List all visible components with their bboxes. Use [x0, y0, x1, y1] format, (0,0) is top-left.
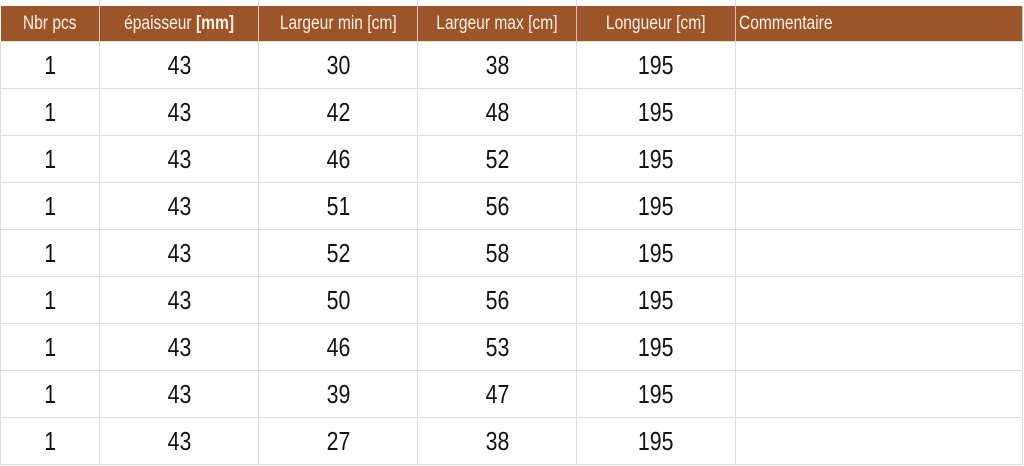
cell-largeur-min[interactable]: 46	[258, 323, 418, 371]
cell-nbr-pcs[interactable]: 1	[0, 417, 100, 465]
cell-largeur-max[interactable]: 48	[417, 88, 577, 136]
cell-epaisseur[interactable]: 43	[99, 370, 259, 418]
table-row: 1 43 46 52 195	[0, 135, 1023, 183]
table-row: 1 43 27 38 195	[0, 417, 1023, 465]
cell-nbr-pcs[interactable]: 1	[0, 41, 100, 89]
cell-largeur-max[interactable]: 38	[417, 41, 577, 89]
cell-nbr-pcs[interactable]: 1	[0, 135, 100, 183]
cell-largeur-max[interactable]: 56	[417, 182, 577, 230]
header-largeur-min[interactable]: Largeur min [cm]	[258, 6, 418, 42]
cell-epaisseur[interactable]: 43	[99, 417, 259, 465]
cell-largeur-max[interactable]: 58	[417, 229, 577, 277]
cell-largeur-max[interactable]: 47	[417, 370, 577, 418]
cell-epaisseur[interactable]: 43	[99, 41, 259, 89]
cell-commentaire[interactable]	[735, 135, 1023, 183]
cell-nbr-pcs[interactable]: 1	[0, 323, 100, 371]
cell-longueur[interactable]: 195	[576, 417, 736, 465]
cell-epaisseur[interactable]: 43	[99, 229, 259, 277]
header-epaisseur[interactable]: épaisseur [mm]	[99, 6, 259, 42]
cell-nbr-pcs[interactable]: 1	[0, 229, 100, 277]
table-row: 1 43 46 53 195	[0, 323, 1023, 371]
cell-largeur-max[interactable]: 56	[417, 276, 577, 324]
previous-row-fragment	[0, 0, 1024, 6]
cell-largeur-min[interactable]: 27	[258, 417, 418, 465]
table-row: 1 43 52 58 195	[0, 229, 1023, 277]
cell-epaisseur[interactable]: 43	[99, 88, 259, 136]
cell-commentaire[interactable]	[735, 370, 1023, 418]
cell-longueur[interactable]: 195	[576, 229, 736, 277]
cell-commentaire[interactable]	[735, 88, 1023, 136]
cell-nbr-pcs[interactable]: 1	[0, 88, 100, 136]
cell-nbr-pcs[interactable]: 1	[0, 276, 100, 324]
cell-longueur[interactable]: 195	[576, 41, 736, 89]
cell-largeur-max[interactable]: 38	[417, 417, 577, 465]
cell-largeur-max[interactable]: 53	[417, 323, 577, 371]
cell-largeur-min[interactable]: 39	[258, 370, 418, 418]
header-nbr-pcs[interactable]: Nbr pcs	[0, 6, 100, 42]
cell-commentaire[interactable]	[735, 229, 1023, 277]
cell-longueur[interactable]: 195	[576, 135, 736, 183]
cell-nbr-pcs[interactable]: 1	[0, 182, 100, 230]
cell-longueur[interactable]: 195	[576, 88, 736, 136]
table-row: 1 43 50 56 195	[0, 276, 1023, 324]
table-row: 1 43 51 56 195	[0, 182, 1023, 230]
cell-largeur-min[interactable]: 30	[258, 41, 418, 89]
header-row: Nbr pcs épaisseur [mm] Largeur min [cm] …	[0, 6, 1023, 42]
table-row: 1 43 42 48 195	[0, 88, 1023, 136]
cell-longueur[interactable]: 195	[576, 276, 736, 324]
cell-epaisseur[interactable]: 43	[99, 276, 259, 324]
cell-longueur[interactable]: 195	[576, 323, 736, 371]
cell-largeur-min[interactable]: 42	[258, 88, 418, 136]
boards-table: Nbr pcs épaisseur [mm] Largeur min [cm] …	[0, 6, 1023, 465]
cell-nbr-pcs[interactable]: 1	[0, 370, 100, 418]
cell-largeur-min[interactable]: 52	[258, 229, 418, 277]
cell-largeur-min[interactable]: 46	[258, 135, 418, 183]
cell-epaisseur[interactable]: 43	[99, 182, 259, 230]
cell-largeur-min[interactable]: 51	[258, 182, 418, 230]
cell-commentaire[interactable]	[735, 323, 1023, 371]
cell-commentaire[interactable]	[735, 182, 1023, 230]
header-largeur-max[interactable]: Largeur max [cm]	[417, 6, 577, 42]
cell-epaisseur[interactable]: 43	[99, 323, 259, 371]
cell-epaisseur[interactable]: 43	[99, 135, 259, 183]
header-longueur[interactable]: Longueur [cm]	[576, 6, 736, 42]
table-row: 1 43 30 38 195	[0, 41, 1023, 89]
cell-longueur[interactable]: 195	[576, 370, 736, 418]
cell-commentaire[interactable]	[735, 417, 1023, 465]
cell-commentaire[interactable]	[735, 276, 1023, 324]
cell-largeur-max[interactable]: 52	[417, 135, 577, 183]
cell-largeur-min[interactable]: 50	[258, 276, 418, 324]
cell-commentaire[interactable]	[735, 41, 1023, 89]
table-row: 1 43 39 47 195	[0, 370, 1023, 418]
header-commentaire[interactable]: Commentaire	[735, 6, 1023, 42]
cell-longueur[interactable]: 195	[576, 182, 736, 230]
